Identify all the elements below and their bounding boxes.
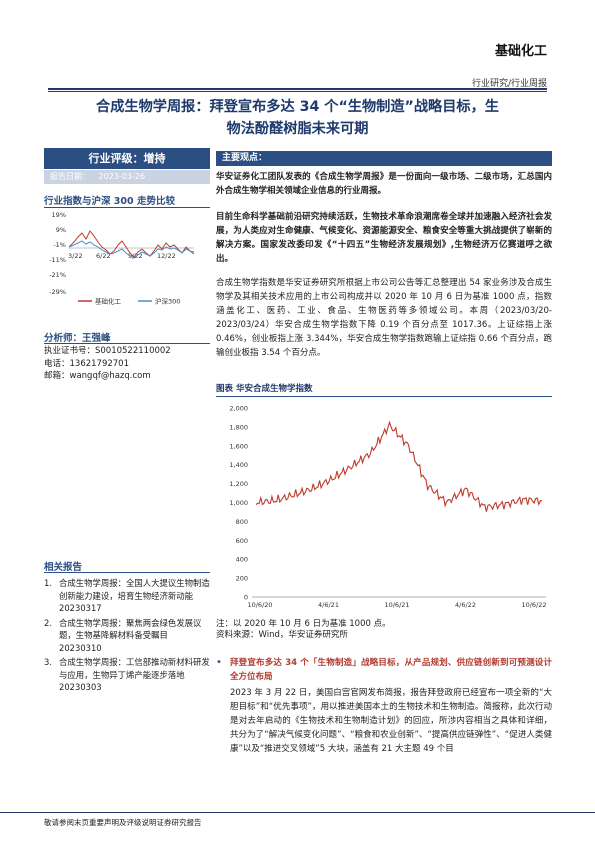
index-series-line [255, 420, 543, 512]
title-line-2: 物法酚醛树脂未来可期 [226, 121, 369, 137]
index-chart-ytick: 1,800 [229, 423, 248, 431]
para-intro: 华安证券化工团队发表的《合成生物学周报》是一份面向一级市场、二级市场，汇总国内外… [216, 172, 552, 196]
related-num: 2. [44, 617, 52, 628]
trend-line-chemical [68, 230, 195, 258]
chart-source: 资料来源：Wind，华安证券研究所 [216, 630, 348, 640]
trend-ytick: 19% [52, 211, 66, 219]
index-chart-xtick: 4/6/22 [455, 601, 476, 609]
para-background: 目前生命科学基础前沿研究持续活跃，生物技术革命浪潮席卷全球并加速融入经济社会发展… [216, 212, 552, 264]
index-chart-ytick: 800 [236, 518, 248, 526]
index-chart-title-rule [216, 396, 552, 397]
related-text: 合成生物学周报：全国人大提议生物制造创新能力建设，培育生物经济新动能 20230… [59, 578, 210, 613]
para-index: 合成生物学指数是华安证券研究所根据上市公司公告等汇总整理出 54 家业务涉及合成… [216, 278, 552, 358]
trend-line-csi300 [68, 240, 195, 259]
analyst-email[interactable]: 邮箱：wangqf@hazq.com [44, 371, 151, 381]
related-num: 3. [44, 657, 52, 667]
analyst-contact: 执业证书号：S0010522110002 电话：13621792701 邮箱：w… [44, 345, 210, 383]
bullet-section: • 拜登宣布多达 34 个「生物制造」战略目标，从产品规划、供应链创新到可预测设… [216, 656, 552, 756]
index-chart-ytick: 1,400 [229, 461, 248, 469]
analyst-license: 执业证书号：S0010522110002 [44, 346, 171, 356]
trend-xtick: 6/22 [96, 252, 111, 260]
bullet-body: 2023 年 3 月 22 日，美国白宫官网发布简报，报告拜登政府已经宣布一项全… [230, 688, 552, 754]
index-chart-ytick: 1,200 [229, 480, 248, 488]
related-rule [44, 572, 210, 573]
index-chart-ytick: 600 [236, 537, 248, 545]
index-chart-ytick: 1,600 [229, 442, 248, 450]
index-chart-title: 图表 华安合成生物学指数 [216, 384, 313, 394]
related-item[interactable]: 1. 合成生物学周报：全国人大提议生物制造创新能力建设，培育生物经济新动能 20… [44, 577, 210, 615]
footer-disclaimer[interactable]: 敬请参阅末页重要声明及评级说明证券研究报告 [44, 818, 202, 827]
report-date: 报告日期： 2023-03-26 [44, 170, 210, 184]
index-chart-ytick: 2,000 [229, 405, 248, 413]
index-chart-xtick: 10/6/22 [521, 601, 546, 609]
page-title: 合成生物学周报：拜登宣布多达 34 个“生物制造”战略目标，生 物法酚醛树脂未来… [48, 96, 547, 140]
trend-legend-chemical: 基础化工 [95, 297, 122, 306]
related-item[interactable]: 3. 合成生物学周报：工信部推动新材料研发与应用，生物异丁烯产能逐步落地 202… [44, 656, 210, 694]
index-chart-ytick: 1,000 [229, 499, 248, 507]
date-value: 2023-03-26 [98, 172, 146, 181]
trend-legend-csi300: 沪深300 [155, 297, 180, 306]
bullet-dot: • [216, 657, 222, 668]
analyst-rule [44, 343, 210, 344]
footer-rule [0, 812, 595, 813]
index-chart-xtick: 10/6/21 [384, 601, 409, 609]
main-views-header: 主要观点： [216, 151, 552, 166]
related-text: 合成生物学周报：聚焦两会绿色发展议题，生物基降解材料备受瞩目 20230310 [59, 617, 202, 653]
trend-ytick: 9% [56, 226, 66, 234]
industry-brand: 基础化工 [494, 44, 547, 59]
trend-chart: 19% 9% -1% -11% -21% -29% 3/22 6/22 9/22… [49, 211, 195, 306]
header-rule-thin [48, 91, 547, 92]
industry-rating: 行业评级：增持 [44, 148, 210, 169]
trend-ytick: -11% [49, 256, 66, 264]
trend-xtick: 12/22 [157, 252, 176, 260]
related-list: 1. 合成生物学周报：全国人大提议生物制造创新能力建设，培育生物经济新动能 20… [44, 577, 210, 694]
index-chart-ytick: 0 [244, 594, 248, 602]
date-label: 报告日期： [50, 172, 90, 181]
trend-ytick: -21% [49, 271, 66, 279]
title-line-1: 合成生物学周报：拜登宣布多达 34 个“生物制造”战略目标，生 [96, 99, 499, 115]
analyst-phone: 电话：13621792701 [44, 358, 129, 369]
analyst-title: 分析师：王强峰 [44, 333, 111, 344]
related-text: 合成生物学周报：工信部推动新材料研发与应用，生物异丁烯产能逐步落地 202303… [59, 657, 210, 692]
trend-title: 行业指数与沪深 300 走势比较 [44, 196, 175, 207]
related-title: 相关报告 [44, 562, 83, 573]
related-num: 1. [44, 578, 52, 588]
trend-ytick: -1% [53, 241, 66, 249]
related-item[interactable]: 2. 合成生物学周报：聚焦两会绿色发展议题，生物基降解材料备受瞩目 202303… [44, 617, 210, 655]
bullet-heading: 拜登宣布多达 34 个「生物制造」战略目标，从产品规划、供应链创新到可预测设计全… [230, 658, 552, 682]
index-chart: 0 200 400 600 800 1,000 1,200 1,400 1,600 1,800 2,… [229, 405, 546, 610]
index-chart-xtick: 10/6/20 [247, 601, 272, 609]
header: 基础化工 [495, 40, 547, 59]
index-chart-xtick: 4/6/21 [318, 601, 339, 609]
bullet-item: • 拜登宣布多达 34 个「生物制造」战略目标，从产品规划、供应链创新到可预测设… [216, 656, 552, 756]
index-chart-ytick: 400 [236, 556, 248, 564]
index-chart-ytick: 200 [236, 575, 248, 583]
header-rule [48, 88, 547, 90]
chart-note: 注：以 2020 年 10 月 6 日为基准 1000 点。 [216, 619, 391, 629]
report-type: 行业研究/行业周报 [471, 79, 547, 89]
trend-xtick: 3/22 [68, 252, 83, 260]
trend-ytick: -29% [49, 288, 66, 296]
trend-title-rule [44, 207, 210, 208]
